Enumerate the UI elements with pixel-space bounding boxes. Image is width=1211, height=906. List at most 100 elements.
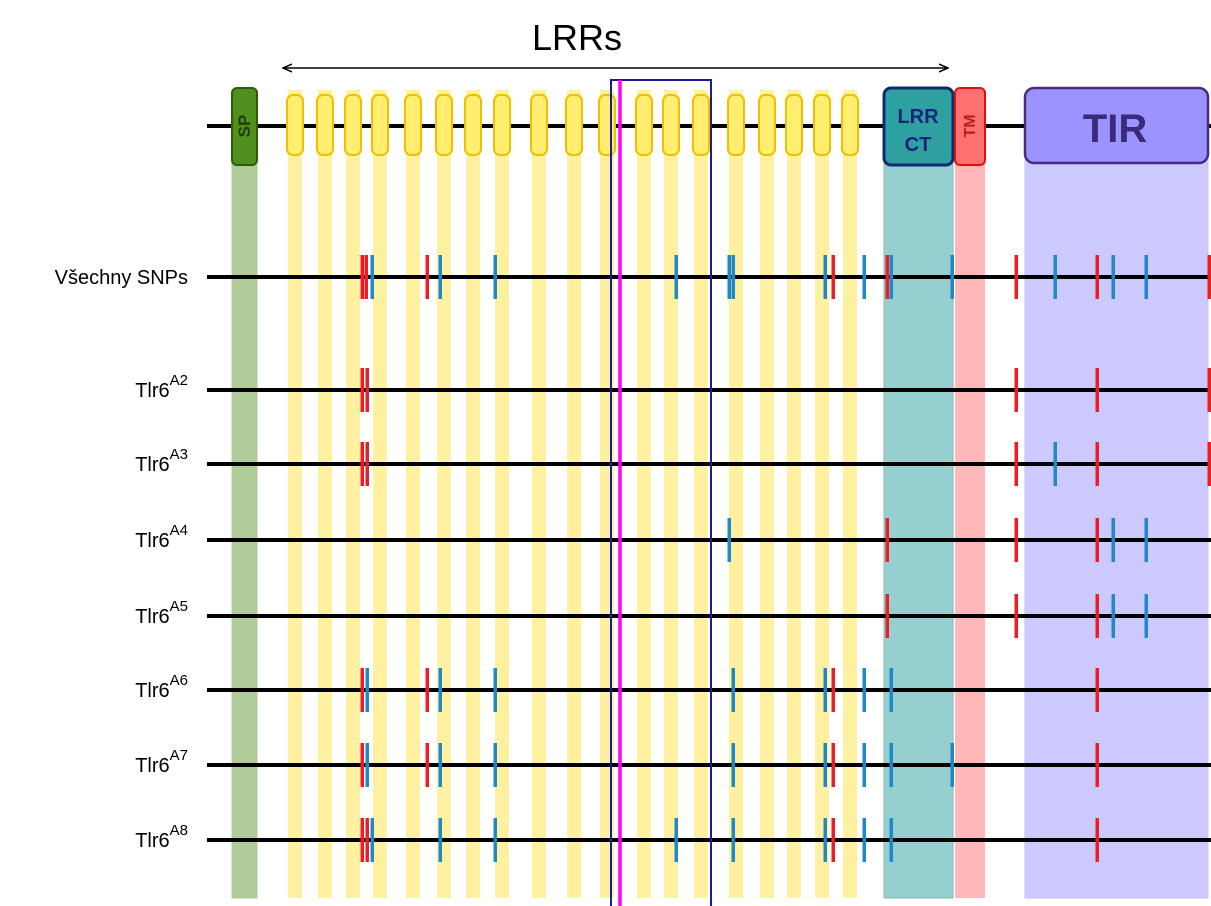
snp-mark-synonymous: [370, 818, 374, 862]
snp-mark-synonymous: [731, 255, 735, 299]
row-label-base: Tlr6: [135, 830, 169, 852]
snp-mark-nonsynonymous: [1095, 255, 1099, 299]
snp-mark-synonymous: [823, 668, 827, 712]
snp-mark-synonymous: [823, 255, 827, 299]
lrr-column: [760, 90, 774, 898]
highlight-region: [610, 79, 712, 906]
snp-mark-nonsynonymous: [425, 743, 429, 787]
snp-mark-nonsynonymous: [885, 255, 889, 299]
snp-mark-nonsynonymous: [831, 255, 835, 299]
snp-mark-synonymous: [950, 255, 954, 299]
snp-mark-synonymous: [862, 255, 866, 299]
snp-mark-synonymous: [731, 668, 735, 712]
snp-mark-synonymous: [823, 743, 827, 787]
snp-mark-nonsynonymous: [885, 518, 889, 562]
lrr-box: [316, 94, 334, 156]
snp-mark-nonsynonymous: [1014, 255, 1018, 299]
lrr-box: [635, 94, 653, 156]
row-label-sup: A3: [170, 446, 188, 463]
snp-mark-synonymous: [493, 255, 497, 299]
lrr-box: [464, 94, 482, 156]
snp-row: Tlr6A7: [135, 743, 1211, 787]
snp-mark-nonsynonymous: [831, 668, 835, 712]
snp-mark-synonymous: [862, 743, 866, 787]
row-label: Tlr6A7: [135, 747, 188, 777]
snp-mark-nonsynonymous: [1095, 368, 1099, 412]
row-label-sup: A6: [170, 672, 188, 689]
lrr-column: [729, 90, 743, 898]
lrr-column: [373, 90, 387, 898]
row-label: Všechny SNPs: [55, 267, 188, 289]
snp-mark-synonymous: [731, 743, 735, 787]
snp-mark-nonsynonymous: [425, 668, 429, 712]
snp-mark-synonymous: [493, 818, 497, 862]
snp-mark-synonymous: [889, 818, 893, 862]
lrr-column: [532, 90, 546, 898]
snp-mark-nonsynonymous: [1095, 518, 1099, 562]
lrr-box: [813, 94, 831, 156]
snp-mark-nonsynonymous: [1207, 368, 1211, 412]
snp-mark-synonymous: [823, 818, 827, 862]
lrr-box: [785, 94, 803, 156]
tir-label: TIR: [1083, 107, 1148, 151]
lrr-column: [495, 90, 509, 898]
snp-mark-synonymous: [727, 518, 731, 562]
snp-mark-synonymous: [1144, 255, 1148, 299]
snp-mark-nonsynonymous: [365, 818, 369, 862]
snp-mark-nonsynonymous: [1095, 818, 1099, 862]
snp-mark-nonsynonymous: [831, 818, 835, 862]
snp-row: Tlr6A6: [135, 668, 1211, 712]
row-label: Tlr6A6: [135, 672, 188, 702]
row-label-base: Tlr6: [135, 606, 169, 628]
lrr-box: [598, 94, 616, 156]
row-label-sup: A7: [170, 747, 188, 764]
lrrct-column: [883, 149, 954, 899]
snp-mark-synonymous: [438, 743, 442, 787]
row-label: Tlr6A2: [135, 372, 188, 402]
lrr-column: [843, 90, 857, 898]
lrr-box: [493, 94, 511, 156]
snp-rows: Všechny SNPsTlr6A2Tlr6A3Tlr6A4Tlr6A5Tlr6…: [55, 255, 1211, 862]
snp-mark-synonymous: [365, 743, 369, 787]
snp-mark-synonymous: [1111, 255, 1115, 299]
snp-mark-nonsynonymous: [1014, 594, 1018, 638]
snp-mark-synonymous: [438, 668, 442, 712]
snp-mark-synonymous: [493, 743, 497, 787]
lrr-column: [787, 90, 801, 898]
row-label-sup: A5: [170, 598, 188, 615]
tir-domain: [1023, 86, 1210, 165]
snp-mark-nonsynonymous: [885, 594, 889, 638]
sp-label: SP: [235, 115, 254, 138]
snp-mark-synonymous: [889, 743, 893, 787]
row-label-base: Tlr6: [135, 530, 169, 552]
snp-mark-synonymous: [1111, 518, 1115, 562]
snp-mark-nonsynonymous: [1014, 442, 1018, 486]
row-label: Tlr6A5: [135, 598, 188, 628]
snp-mark-nonsynonymous: [364, 255, 368, 299]
lrr-box: [344, 94, 362, 156]
snp-mark-synonymous: [438, 818, 442, 862]
snp-mark-synonymous: [1111, 594, 1115, 638]
row-label-base: Tlr6: [135, 454, 169, 476]
snp-mark-nonsynonymous: [1095, 442, 1099, 486]
row-label: Tlr6A3: [135, 446, 188, 476]
tm-label: TM: [962, 114, 979, 137]
lrr-column: [694, 90, 708, 898]
snp-mark-synonymous: [674, 255, 678, 299]
row-label-base: Tlr6: [135, 680, 169, 702]
snp-mark-synonymous: [370, 255, 374, 299]
snp-mark-synonymous: [889, 255, 893, 299]
snp-row: Tlr6A5: [135, 594, 1211, 638]
snp-row: Tlr6A4: [135, 518, 1211, 562]
snp-mark-nonsynonymous: [365, 368, 369, 412]
row-label-base: Tlr6: [135, 380, 169, 402]
row-label-sup: A8: [170, 822, 188, 839]
row-label-sup: A4: [170, 522, 188, 539]
lrrct-label-line1: LRR: [897, 106, 939, 128]
lrrct-domain: [882, 86, 955, 167]
snp-mark-synonymous: [950, 743, 954, 787]
row-label-base: Tlr6: [135, 755, 169, 777]
lrr-title: LRRs: [532, 17, 622, 58]
snp-row: Všechny SNPs: [55, 255, 1211, 299]
